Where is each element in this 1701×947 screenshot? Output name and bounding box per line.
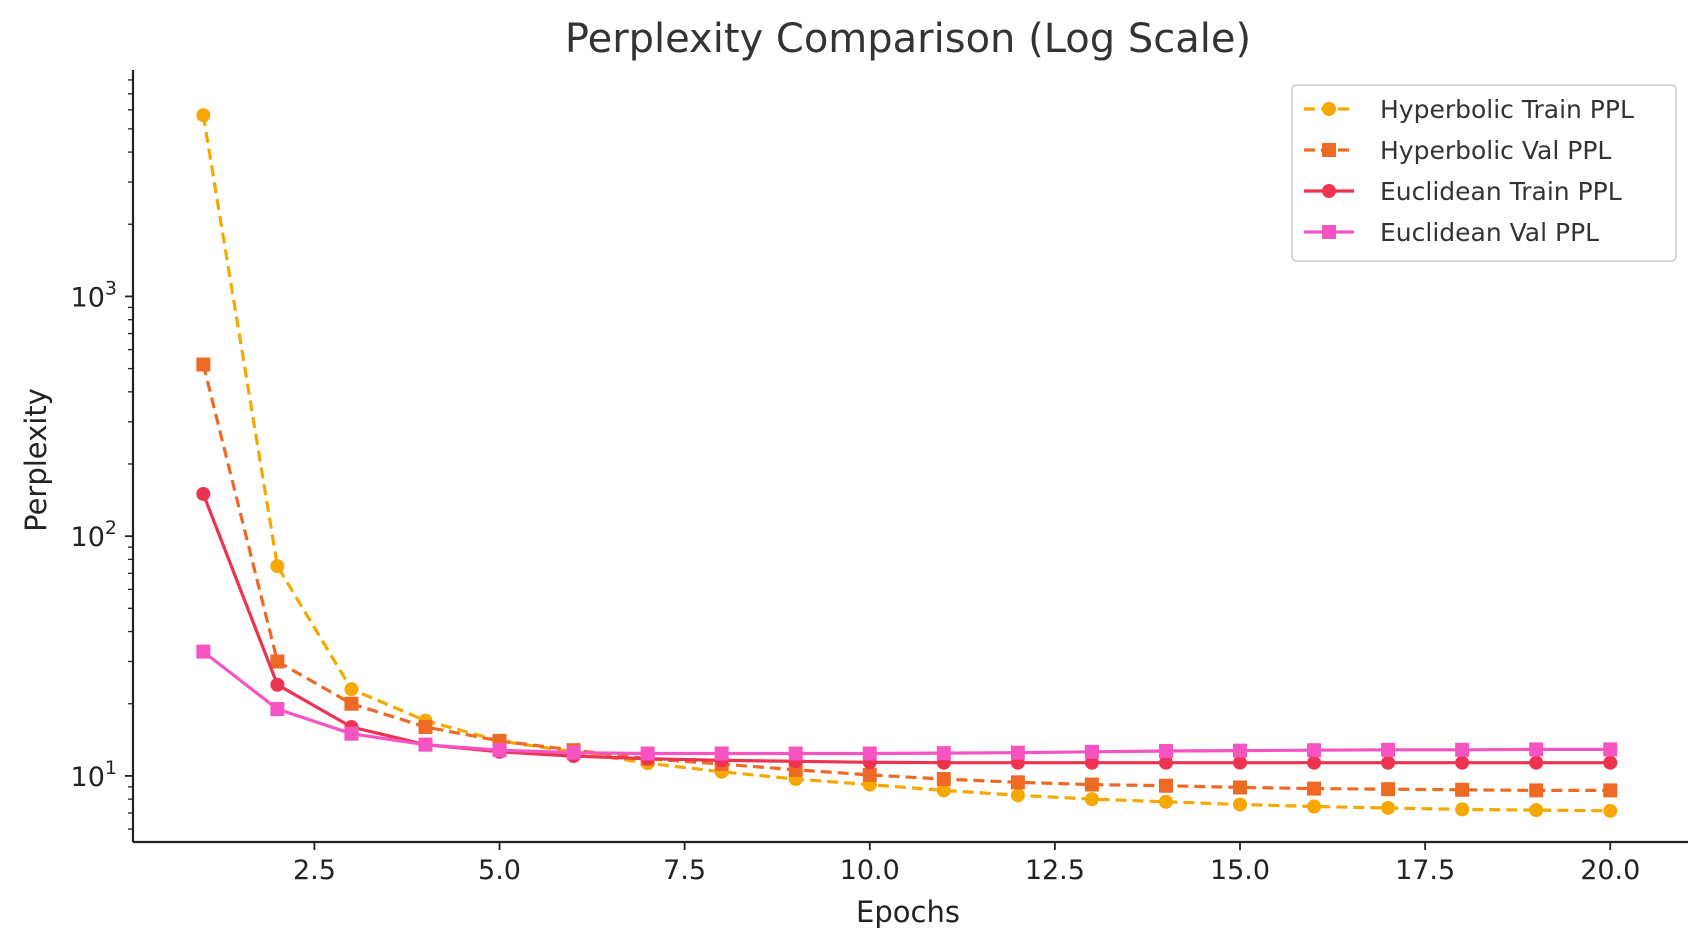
data-point xyxy=(196,108,211,123)
data-point xyxy=(862,746,877,761)
legend-item: Hyperbolic Val PPL xyxy=(1304,136,1611,165)
data-point xyxy=(1010,775,1025,790)
data-point xyxy=(1233,780,1248,795)
x-tick-label: 5.0 xyxy=(478,855,521,886)
x-axis-label: Epochs xyxy=(856,895,960,929)
legend-label: Euclidean Train PPL xyxy=(1380,177,1622,206)
legend-label: Euclidean Val PPL xyxy=(1380,218,1599,247)
y-tick-label: 102 xyxy=(71,517,117,553)
series-4 xyxy=(196,644,1618,761)
data-point xyxy=(1455,782,1470,797)
data-point xyxy=(1158,755,1173,770)
x-tick-label: 2.5 xyxy=(293,855,336,886)
legend-item: Euclidean Val PPL xyxy=(1304,218,1599,247)
y-tick-label: 101 xyxy=(71,757,117,793)
data-point xyxy=(1603,803,1618,818)
data-point xyxy=(1307,781,1322,796)
legend-box xyxy=(1291,84,1677,262)
legend-marker xyxy=(1322,184,1336,198)
y-tick-label: 103 xyxy=(71,277,117,313)
x-tick-label: 12.5 xyxy=(1025,855,1085,886)
series-3 xyxy=(196,486,1618,770)
data-point xyxy=(270,677,285,692)
data-point xyxy=(418,737,433,752)
data-point xyxy=(788,746,803,761)
data-point xyxy=(1529,755,1544,770)
series-2 xyxy=(196,357,1618,798)
legend-label: Hyperbolic Train PPL xyxy=(1380,95,1634,124)
data-point xyxy=(344,726,359,741)
data-point xyxy=(1381,742,1396,757)
legend: Hyperbolic Train PPL Hyperbolic Val PPL Eu… xyxy=(1291,84,1677,262)
data-point xyxy=(936,783,951,798)
legend-label: Hyperbolic Val PPL xyxy=(1380,136,1611,165)
data-point xyxy=(1455,742,1470,757)
data-point xyxy=(1381,800,1396,815)
series-layer xyxy=(196,108,1618,818)
data-point xyxy=(640,746,655,761)
data-point xyxy=(1084,792,1099,807)
series-line xyxy=(202,650,1611,756)
x-tick-label: 15.0 xyxy=(1210,855,1270,886)
data-point xyxy=(1158,778,1173,793)
data-point xyxy=(566,745,581,760)
data-point xyxy=(1084,755,1099,770)
data-point xyxy=(1603,742,1618,757)
data-point xyxy=(1529,803,1544,818)
data-point xyxy=(1529,742,1544,757)
series-line xyxy=(201,493,1611,765)
data-point xyxy=(270,702,285,717)
data-point xyxy=(1455,802,1470,817)
data-point xyxy=(1010,745,1025,760)
data-point xyxy=(1307,743,1322,758)
legend-item: Hyperbolic Train PPL xyxy=(1304,95,1634,124)
data-point xyxy=(196,357,211,372)
x-tick-label: 7.5 xyxy=(663,855,706,886)
x-tick-label: 17.5 xyxy=(1395,855,1455,886)
chart-title: Perplexity Comparison (Log Scale) xyxy=(565,16,1251,62)
data-point xyxy=(1455,755,1470,770)
data-point xyxy=(1381,755,1396,770)
data-point xyxy=(1307,755,1322,770)
data-point xyxy=(270,654,285,669)
data-point xyxy=(1084,777,1099,792)
legend-marker xyxy=(1322,143,1336,157)
legend-marker xyxy=(1322,225,1336,239)
data-point xyxy=(1233,743,1248,758)
data-point xyxy=(1084,744,1099,759)
data-point xyxy=(714,746,729,761)
data-point xyxy=(936,772,951,787)
data-point xyxy=(196,644,211,659)
data-point xyxy=(1158,744,1173,759)
data-point xyxy=(862,767,877,782)
data-point xyxy=(196,486,211,501)
data-point xyxy=(344,696,359,711)
data-point xyxy=(344,682,359,697)
data-point xyxy=(1233,797,1248,812)
data-point xyxy=(1158,794,1173,809)
y-axis-label: Perplexity xyxy=(19,388,53,532)
data-point xyxy=(418,719,433,734)
data-point xyxy=(1529,783,1544,798)
data-point xyxy=(1603,755,1618,770)
data-point xyxy=(492,743,507,758)
series-line xyxy=(201,364,1611,793)
x-tick-label: 10.0 xyxy=(840,855,900,886)
legend-item: Euclidean Train PPL xyxy=(1304,177,1622,206)
legend-marker xyxy=(1322,102,1336,116)
series-line xyxy=(201,114,1611,813)
data-point xyxy=(936,746,951,761)
data-point xyxy=(1603,783,1618,798)
data-point xyxy=(1233,755,1248,770)
data-point xyxy=(270,559,285,574)
data-point xyxy=(1381,782,1396,797)
axes: 2.5 5.0 7.5 10.0 12.5 15.0 17.5 20.0 101 102 103 xyxy=(71,70,1688,886)
x-tick-label: 20.0 xyxy=(1580,855,1640,886)
data-point xyxy=(1010,788,1025,803)
data-point xyxy=(1307,799,1322,814)
